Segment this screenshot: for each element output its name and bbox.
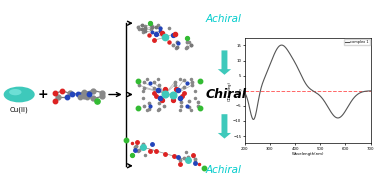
Polygon shape: [218, 114, 231, 139]
Polygon shape: [218, 50, 231, 75]
Text: Achiral: Achiral: [206, 14, 242, 23]
Circle shape: [4, 87, 35, 102]
Text: +: +: [38, 88, 48, 101]
Text: Chiral: Chiral: [206, 88, 247, 101]
Text: Cu(II): Cu(II): [10, 107, 28, 113]
Circle shape: [9, 89, 21, 95]
Text: Achiral: Achiral: [206, 166, 242, 175]
